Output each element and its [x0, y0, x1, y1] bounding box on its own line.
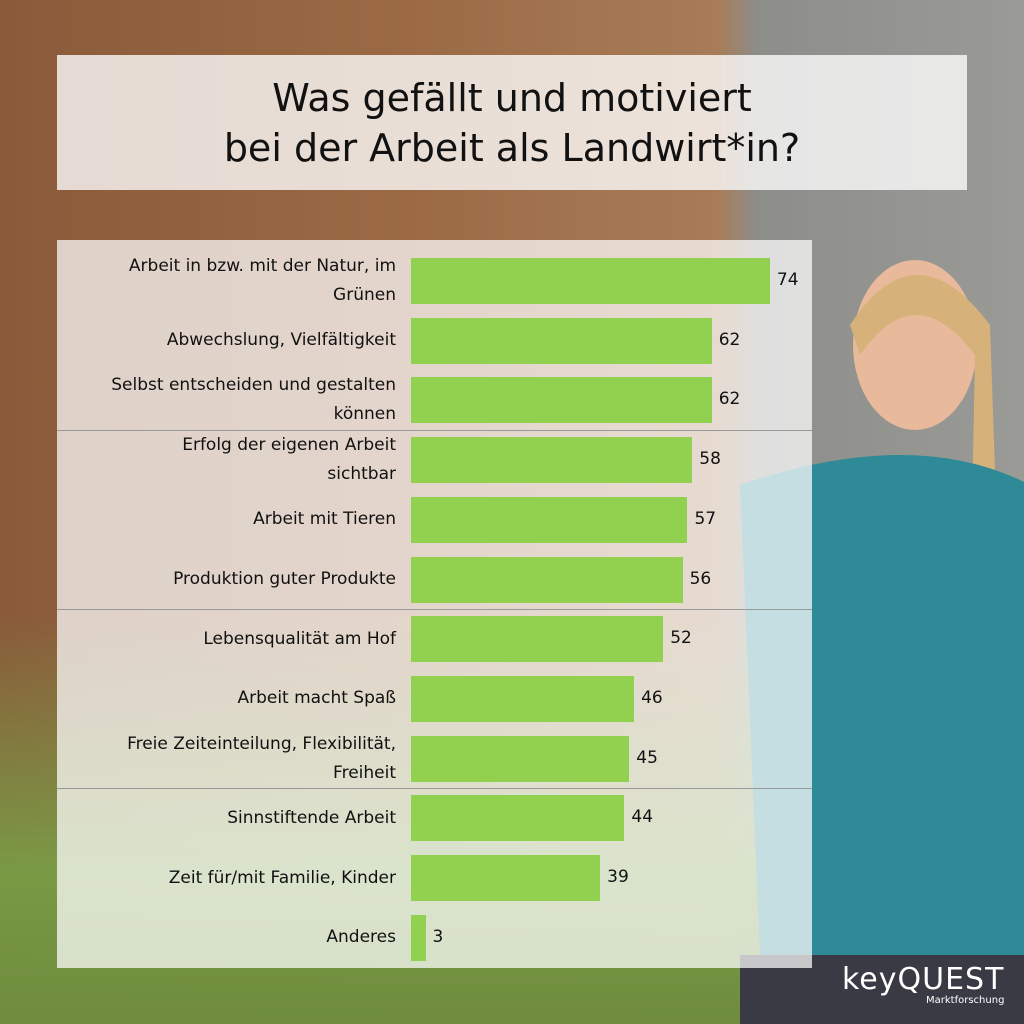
logo: keyQUEST Marktforschung — [842, 962, 1004, 1006]
bar — [411, 735, 630, 782]
bar — [411, 258, 770, 304]
category-label: Arbeit in bzw. mit der Natur, im Grünen — [128, 256, 396, 305]
category-label: Sinnstiftende Arbeit — [227, 807, 396, 828]
bar — [411, 914, 426, 961]
bar — [411, 556, 683, 603]
value-label: 52 — [670, 628, 692, 649]
value-label: 62 — [718, 389, 741, 410]
value-label: 58 — [699, 449, 721, 470]
value-label: 46 — [641, 687, 663, 708]
separator — [57, 609, 812, 611]
value-label: 39 — [607, 867, 629, 887]
value-label: 56 — [689, 568, 712, 589]
bar — [411, 795, 625, 842]
bar — [411, 496, 688, 543]
bar — [411, 317, 712, 364]
category-label: Anderes — [326, 927, 396, 948]
category-label: Freie Zeiteinteilung, Flexibilität, Frei… — [127, 733, 396, 783]
chart-title: Was gefällt und motiviert bei der Arbeit… — [223, 75, 801, 170]
separator — [57, 788, 812, 790]
value-label: 62 — [718, 329, 741, 350]
category-label: Zeit für/mit Familie, Kinder — [168, 867, 396, 888]
category-label: Erfolg der eigenen Arbeit sichtbar — [182, 435, 396, 485]
category-label: Lebensqualität am Hof — [203, 628, 396, 649]
bar — [411, 616, 664, 663]
value-label: 45 — [636, 747, 658, 768]
value-label: 57 — [694, 508, 717, 529]
logo-tagline: Marktforschung — [926, 995, 1005, 1006]
value-label: 3 — [432, 926, 444, 947]
value-label: 74 — [776, 270, 799, 290]
bar — [411, 437, 693, 484]
category-label: Arbeit macht Spaß — [237, 688, 396, 709]
category-label: Arbeit mit Tieren — [253, 509, 396, 530]
bar — [411, 675, 635, 722]
value-label: 44 — [631, 807, 654, 828]
bar — [411, 377, 712, 424]
title-box: Was gefällt und motiviert bei der Arbeit… — [57, 55, 967, 190]
category-label: Abwechslung, Vielfältigkeit — [166, 330, 396, 351]
category-label: Produktion guter Produkte — [173, 569, 396, 589]
separator — [57, 430, 812, 432]
logo-brand: keyQUEST — [842, 962, 1005, 997]
category-label: Selbst entscheiden und gestalten können — [111, 375, 396, 425]
bar — [411, 855, 601, 901]
